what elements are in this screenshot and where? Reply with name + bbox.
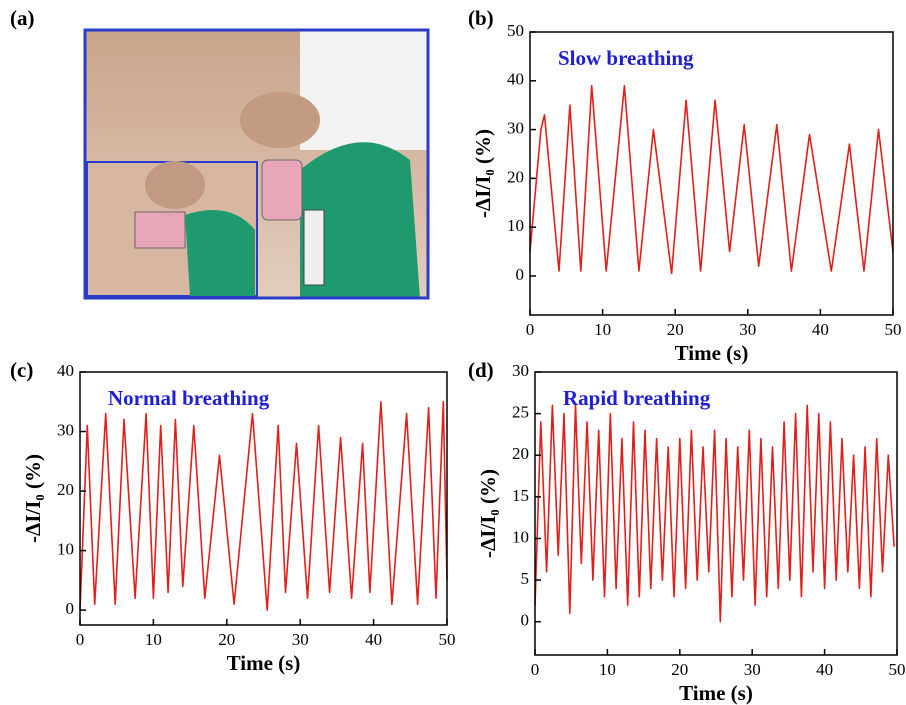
y-tick-label: 30 bbox=[507, 118, 524, 137]
y-tick-label: 30 bbox=[57, 420, 74, 439]
x-tick-label: 40 bbox=[812, 320, 829, 339]
y-tick-label: 10 bbox=[507, 216, 524, 235]
annotation: Normal breathing bbox=[108, 386, 270, 410]
x-tick-label: 50 bbox=[889, 660, 906, 679]
x-tick-label: 0 bbox=[526, 320, 535, 339]
y-axis-title: -ΔI/I₀ (%) bbox=[471, 129, 495, 218]
y-tick-label: 25 bbox=[512, 403, 529, 422]
clip bbox=[303, 209, 325, 286]
y-tick-label: 20 bbox=[512, 444, 529, 463]
x-tick-label: 30 bbox=[744, 660, 761, 679]
axis-frame bbox=[529, 31, 894, 316]
y-tick-label: 0 bbox=[521, 611, 530, 630]
x-tick-label: 50 bbox=[439, 630, 456, 649]
y-tick-label: 20 bbox=[507, 167, 524, 186]
y-tick-label: 0 bbox=[66, 599, 75, 618]
y-tick-label: 40 bbox=[507, 70, 524, 89]
x-tick-label: 0 bbox=[531, 660, 540, 679]
x-tick-label: 20 bbox=[671, 660, 688, 679]
sensor bbox=[261, 159, 303, 221]
y-axis-title: -ΔI/I₀ (%) bbox=[476, 469, 500, 558]
x-tick-label: 10 bbox=[594, 320, 611, 339]
y-tick-label: 15 bbox=[512, 486, 529, 505]
x-tick-label: 0 bbox=[76, 630, 85, 649]
x-axis-title: Time (s) bbox=[679, 681, 753, 705]
x-tick-label: 40 bbox=[816, 660, 833, 679]
x-tick-label: 20 bbox=[218, 630, 235, 649]
panel-label: (d) bbox=[468, 358, 494, 382]
y-tick-label: 5 bbox=[521, 569, 530, 588]
x-tick-label: 40 bbox=[365, 630, 382, 649]
y-tick-label: 10 bbox=[57, 539, 74, 558]
nose bbox=[240, 92, 320, 148]
data-line bbox=[534, 404, 895, 623]
x-tick-label: 30 bbox=[292, 630, 309, 649]
photo bbox=[83, 28, 430, 300]
photo-border bbox=[83, 28, 430, 300]
y-tick-label: 20 bbox=[57, 480, 74, 499]
y-axis-title: -ΔI/I₀ (%) bbox=[21, 454, 45, 543]
glove bbox=[300, 142, 420, 298]
x-axis-title: Time (s) bbox=[675, 341, 749, 365]
y-tick-label: 0 bbox=[516, 265, 525, 284]
panel-label: (a) bbox=[10, 6, 35, 30]
x-tick-label: 10 bbox=[599, 660, 616, 679]
panel-label: (b) bbox=[468, 6, 494, 30]
x-tick-label: 30 bbox=[739, 320, 756, 339]
panel-label: (c) bbox=[10, 358, 33, 382]
inset-nose bbox=[145, 161, 205, 209]
y-tick-label: 10 bbox=[512, 527, 529, 546]
x-tick-label: 20 bbox=[667, 320, 684, 339]
annotation: Slow breathing bbox=[558, 46, 694, 70]
photo-backdrop bbox=[300, 30, 428, 150]
y-tick-label: 30 bbox=[512, 361, 529, 380]
data-line bbox=[79, 401, 448, 611]
inset-sensor bbox=[134, 211, 186, 249]
x-axis-title: Time (s) bbox=[227, 651, 301, 675]
x-tick-label: 10 bbox=[145, 630, 162, 649]
inset-glove bbox=[185, 210, 255, 296]
data-line bbox=[529, 84, 894, 275]
axis-frame bbox=[534, 371, 898, 656]
y-tick-label: 40 bbox=[57, 361, 74, 380]
axis-frame bbox=[79, 371, 448, 626]
x-tick-label: 50 bbox=[885, 320, 902, 339]
annotation: Rapid breathing bbox=[563, 386, 711, 410]
y-tick-label: 50 bbox=[507, 21, 524, 40]
